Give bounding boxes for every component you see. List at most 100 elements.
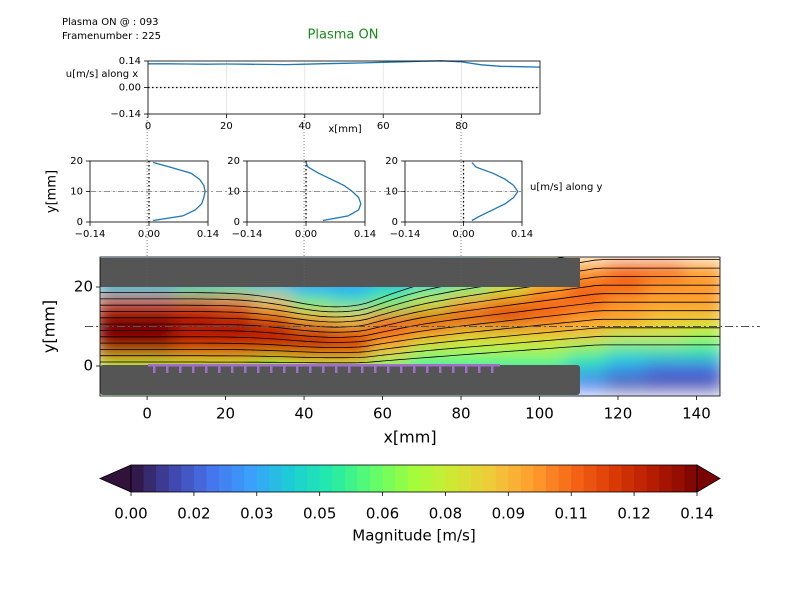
colorbar-tick-label: 0.12 [617,505,650,523]
heat-cell [487,341,529,359]
walls [100,258,580,395]
x-tick-label: 100 [525,405,554,423]
frame-label: Framenumber : 225 [62,31,161,42]
colorbar-band [231,465,245,492]
streamline [100,318,720,348]
heat-cell [487,326,529,343]
x-tick-label: 40 [298,121,311,132]
plasma-label: Plasma ON @ : 093 [62,17,159,28]
colorbar-band [621,465,635,492]
streamline [100,257,567,308]
y-tick-label: 0.14 [119,56,141,67]
streamline [100,276,720,323]
colorbar-band [357,465,371,492]
heat-cell [100,294,136,312]
heat-cell [566,310,607,327]
streamline [100,259,720,313]
heat-cell [134,294,176,312]
x-tick-label: 0 [142,405,152,423]
heat-cell [448,310,489,327]
colorbar-band [281,465,296,492]
streamline [100,327,720,353]
heat-cell [331,341,372,359]
colorbar-band [432,465,447,492]
x-tick-label: 0.00 [295,229,317,240]
heat-cell [566,294,607,312]
x-tick-label: −0.14 [232,229,263,240]
heat-cell [605,341,646,359]
heat-cell [174,310,215,327]
colorbar-band [571,465,585,492]
heat-cell [605,262,646,280]
colorbar-band [369,465,384,492]
colorbar-band [508,465,522,492]
colorbar-tick-label: 0.11 [555,505,588,523]
heat-cell [605,326,646,343]
heat-cell [448,326,489,343]
colorbar-band [131,465,145,492]
heat-cell [684,341,720,359]
heat-cell [291,341,333,359]
colorbar-tick-label: 0.00 [114,505,147,523]
streamline [100,310,720,343]
colorbar-tick-label: 0.08 [429,505,462,523]
colorbar-band [307,465,321,492]
heat-cell [448,341,489,359]
heat-cell [252,341,293,359]
heat-cell [252,310,293,327]
colorbar-band [646,465,660,492]
y-tick-label: 0 [392,217,398,228]
heat-cell [213,341,254,359]
colorbar-band [583,465,597,492]
heat-cell [527,341,568,359]
x-tick-label: 60 [373,405,392,423]
axes-frame [404,160,523,223]
x-tick-label: 0.00 [452,229,474,240]
colorbar-band [684,465,698,492]
x-tick-label: 0.00 [138,229,160,240]
colorbar-tick-label: 0.02 [177,505,210,523]
x-tick-label: 140 [682,405,711,423]
streamline [100,284,720,328]
heat-cell [684,278,720,296]
colorbar-band [407,465,421,492]
heat-cell [684,357,720,375]
heat-cell [487,294,529,312]
axes-frame [147,60,541,115]
heat-cell [684,326,720,343]
heat-cell [644,341,686,359]
colorbar-band [219,465,233,492]
y-axis-label: y[mm] [40,300,59,353]
upper-wall [100,258,580,287]
heat-cell [527,310,568,327]
y-tick-label: −0.14 [110,109,141,120]
colorbar-band [269,465,283,492]
heat-cell [134,341,176,359]
colorbar-band [546,465,560,492]
heat-cell [644,357,686,375]
velocity-line [148,60,541,68]
y-tick-label: 10 [70,187,83,198]
colorbar-band [458,465,472,492]
heat-cell [100,326,136,343]
x-tick-label: 0.14 [511,229,533,240]
colorbar-tick-label: 0.05 [303,505,336,523]
electrodes [148,364,500,374]
x-axis-label: x[mm] [383,428,436,447]
colorbar-frame [130,464,698,493]
heat-cell [370,294,411,312]
colorbar-extend-low [98,464,132,493]
colorbar-band [344,465,358,492]
colorbar-label: Magnitude [m/s] [352,527,475,545]
colorbar-band [319,465,333,492]
colorbar-band [671,465,686,492]
colorbar-band [395,465,409,492]
y-tick-label: 20 [385,156,398,167]
colorbar-band [181,465,195,492]
y-tick-label: 20 [74,278,93,296]
y-tick-label: 0 [77,217,83,228]
x-tick-label: 0.14 [354,229,376,240]
heat-cell [213,294,254,312]
colorbar-band [294,465,308,492]
x-tick-label: 0.14 [197,229,219,240]
